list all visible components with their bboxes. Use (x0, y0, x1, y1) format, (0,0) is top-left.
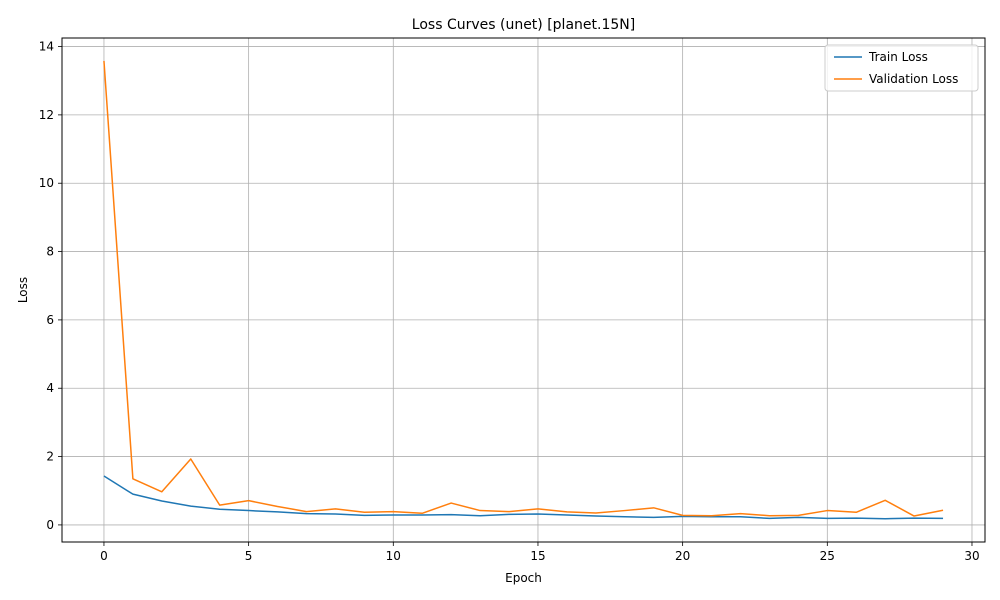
y-tick-label: 6 (46, 313, 54, 327)
series-line-train-loss (103, 475, 944, 520)
x-tick-label: 5 (245, 549, 253, 563)
series-line-validation-loss (103, 60, 944, 517)
grid-lines (62, 38, 985, 542)
y-tick-label: 8 (46, 245, 54, 259)
y-tick-label: 14 (39, 40, 54, 54)
y-tick-label: 10 (39, 176, 54, 190)
y-tick-label: 2 (46, 450, 54, 464)
chart-title: Loss Curves (unet) [planet.15N] (412, 17, 635, 33)
axis-ticks: 0 5 10 15 20 25 30 0 2 4 6 8 10 12 14 (39, 40, 980, 563)
x-tick-label: 10 (386, 549, 401, 563)
legend: Train Loss Validation Loss (824, 44, 979, 92)
x-tick-label: 15 (530, 549, 545, 563)
legend-label-train-loss: Train Loss (868, 50, 928, 64)
x-axis-label: Epoch (505, 571, 542, 585)
y-tick-label: 0 (46, 518, 54, 532)
x-tick-label: 0 (100, 549, 108, 563)
y-tick-label: 4 (46, 381, 54, 395)
x-tick-label: 20 (675, 549, 690, 563)
x-tick-label: 30 (964, 549, 979, 563)
y-tick-label: 12 (39, 108, 54, 122)
legend-label-validation-loss: Validation Loss (869, 72, 958, 86)
legend-box (824, 44, 979, 92)
plot-frame (61, 37, 986, 543)
x-tick-label: 25 (820, 549, 835, 563)
y-axis-label: Loss (16, 277, 30, 303)
series-lines (103, 60, 944, 520)
